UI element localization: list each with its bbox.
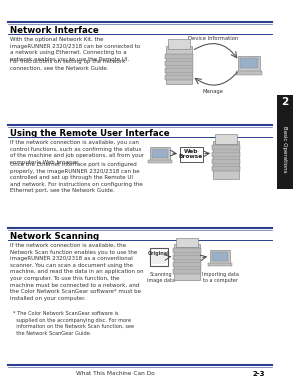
FancyBboxPatch shape [150, 248, 168, 266]
Bar [213, 141, 239, 179]
Bar [277, 95, 293, 109]
Bar [173, 248, 201, 253]
FancyBboxPatch shape [179, 147, 203, 161]
Bar [165, 68, 193, 73]
Bar [173, 262, 201, 267]
Bar [173, 255, 201, 260]
Text: Scanning
image data: Scanning image data [147, 272, 175, 283]
Bar [176, 238, 198, 247]
Text: Once the Ethernet interface port is configured
properly, the imageRUNNER 2320/23: Once the Ethernet interface port is conf… [10, 162, 143, 193]
Text: For instructions on setting up the network
connection, see the Network Guide.: For instructions on setting up the netwo… [10, 59, 125, 71]
Bar [238, 56, 260, 71]
Text: Basic Operations: Basic Operations [283, 126, 287, 172]
Bar [165, 61, 193, 66]
Text: Network Interface: Network Interface [10, 26, 99, 35]
Bar [212, 152, 240, 157]
Text: Original: Original [148, 251, 170, 256]
Text: Device Information: Device Information [188, 36, 238, 41]
Bar [150, 147, 170, 160]
Bar [148, 160, 172, 163]
Bar [215, 134, 237, 144]
Bar [165, 54, 193, 59]
Bar [212, 166, 240, 171]
Bar [212, 252, 228, 261]
Text: Manage: Manage [202, 89, 224, 94]
Bar [212, 145, 240, 150]
Text: Web
Browse: Web Browse [179, 149, 203, 159]
Text: Importing data
to a computer: Importing data to a computer [202, 272, 239, 283]
Text: 2: 2 [281, 97, 289, 107]
Text: Network Scanning: Network Scanning [10, 232, 99, 241]
Bar [240, 58, 258, 68]
Bar [173, 269, 201, 274]
Text: With the optional Network Kit, the
imageRUNNER 2320/2318 can be connected to
a n: With the optional Network Kit, the image… [10, 37, 140, 62]
Text: Using the Remote User Interface: Using the Remote User Interface [10, 129, 169, 138]
Bar [236, 71, 262, 75]
Text: 2-3: 2-3 [253, 371, 265, 377]
Bar [174, 244, 200, 280]
Bar [210, 250, 230, 263]
Bar [165, 75, 193, 80]
Bar [168, 39, 190, 49]
Bar [166, 46, 192, 84]
Bar [277, 109, 293, 189]
Text: If the network connection is available, you can
control functions, such as confi: If the network connection is available, … [10, 140, 144, 165]
Bar [208, 263, 232, 266]
Bar [212, 159, 240, 164]
Text: What This Machine Can Do: What This Machine Can Do [76, 371, 155, 376]
Bar [152, 149, 168, 158]
Text: * The Color Network ScanGear software is
  supplied on the accompanying disc. Fo: * The Color Network ScanGear software is… [13, 311, 134, 336]
Text: If the network connection is available, the
Network Scan function enables you to: If the network connection is available, … [10, 243, 144, 301]
